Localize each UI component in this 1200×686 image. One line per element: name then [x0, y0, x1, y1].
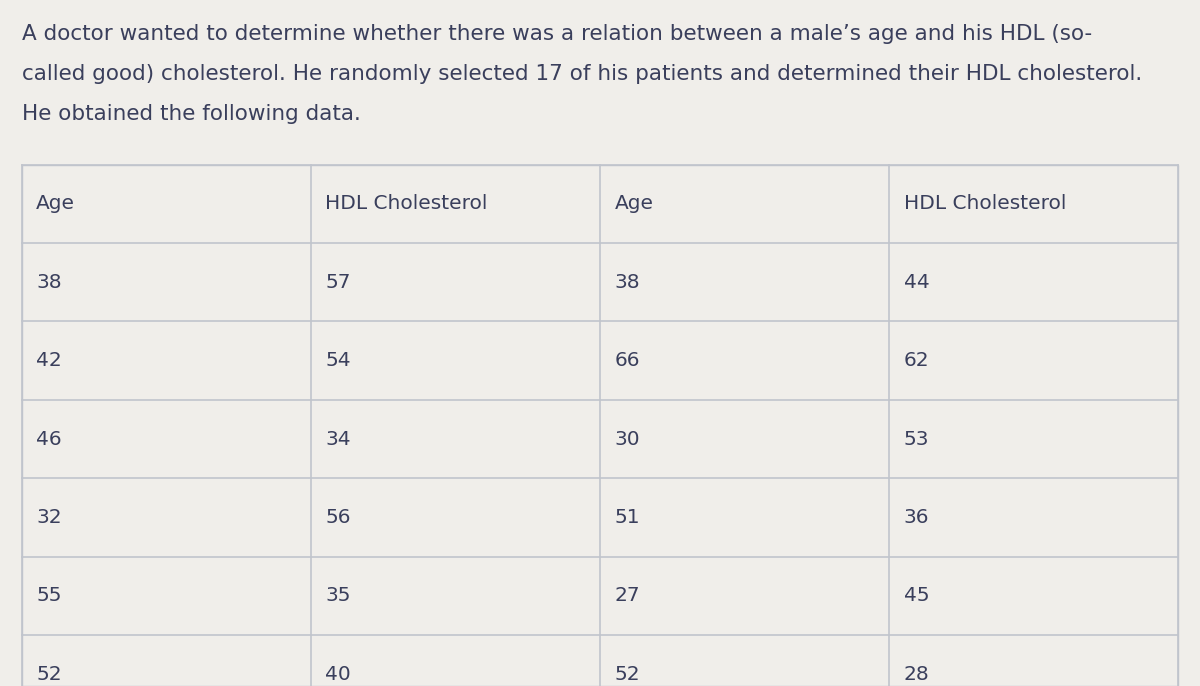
Text: 56: 56 [325, 508, 350, 527]
Text: 38: 38 [614, 273, 640, 292]
Text: HDL Cholesterol: HDL Cholesterol [904, 194, 1066, 213]
Text: 46: 46 [36, 429, 61, 449]
Text: 42: 42 [36, 351, 61, 370]
Text: 53: 53 [904, 429, 929, 449]
Text: 40: 40 [325, 665, 350, 684]
Text: 27: 27 [614, 587, 640, 605]
Text: 62: 62 [904, 351, 929, 370]
Text: 54: 54 [325, 351, 350, 370]
Text: He obtained the following data.: He obtained the following data. [22, 104, 360, 123]
Text: 30: 30 [614, 429, 640, 449]
Text: 36: 36 [904, 508, 929, 527]
Text: HDL Cholesterol: HDL Cholesterol [325, 194, 487, 213]
Text: 32: 32 [36, 508, 61, 527]
Text: 34: 34 [325, 429, 350, 449]
Text: 57: 57 [325, 273, 350, 292]
Text: 44: 44 [904, 273, 929, 292]
Text: 55: 55 [36, 587, 61, 605]
Text: 66: 66 [614, 351, 640, 370]
Text: 52: 52 [36, 665, 61, 684]
Text: 35: 35 [325, 587, 350, 605]
Text: 51: 51 [614, 508, 640, 527]
Text: A doctor wanted to determine whether there was a relation between a male’s age a: A doctor wanted to determine whether the… [22, 24, 1092, 44]
Text: 28: 28 [904, 665, 929, 684]
Text: called good) cholesterol. He randomly selected 17 of his patients and determined: called good) cholesterol. He randomly se… [22, 64, 1142, 84]
FancyBboxPatch shape [22, 165, 1178, 686]
Text: Age: Age [36, 194, 74, 213]
Text: Age: Age [614, 194, 653, 213]
Text: 52: 52 [614, 665, 640, 684]
Text: 38: 38 [36, 273, 61, 292]
Text: 45: 45 [904, 587, 929, 605]
